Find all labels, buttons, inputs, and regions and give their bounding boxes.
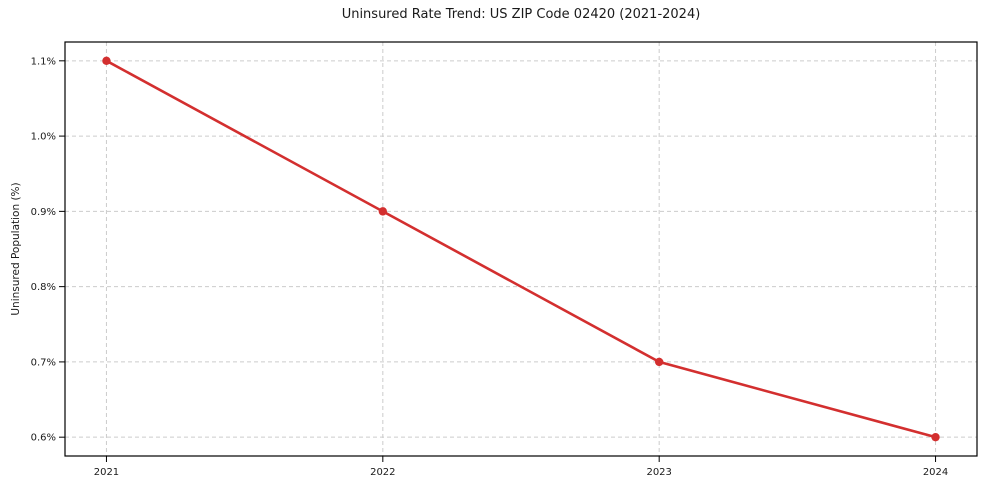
y-tick-label: 0.7% (31, 357, 56, 368)
trend-line (105, 59, 937, 439)
y-tick-label: 1.0% (31, 132, 56, 143)
y-tick-label: 1.1% (31, 56, 56, 67)
x-tick-label: 2023 (646, 467, 671, 478)
data-point (654, 357, 664, 367)
x-tick-label: 2021 (94, 467, 119, 478)
y-tick-label: 0.6% (31, 433, 56, 444)
x-tick-label: 2024 (923, 467, 948, 478)
data-point (102, 56, 111, 66)
y-tick-label: 0.8% (31, 282, 56, 293)
y-tick-label: 0.9% (31, 207, 56, 218)
chart-title: Uninsured Rate Trend: US ZIP Code 02420 … (341, 7, 701, 22)
plot-border (64, 41, 978, 457)
x-tick-label: 2022 (370, 467, 395, 478)
data-point (931, 432, 940, 442)
data-point (378, 207, 388, 216)
